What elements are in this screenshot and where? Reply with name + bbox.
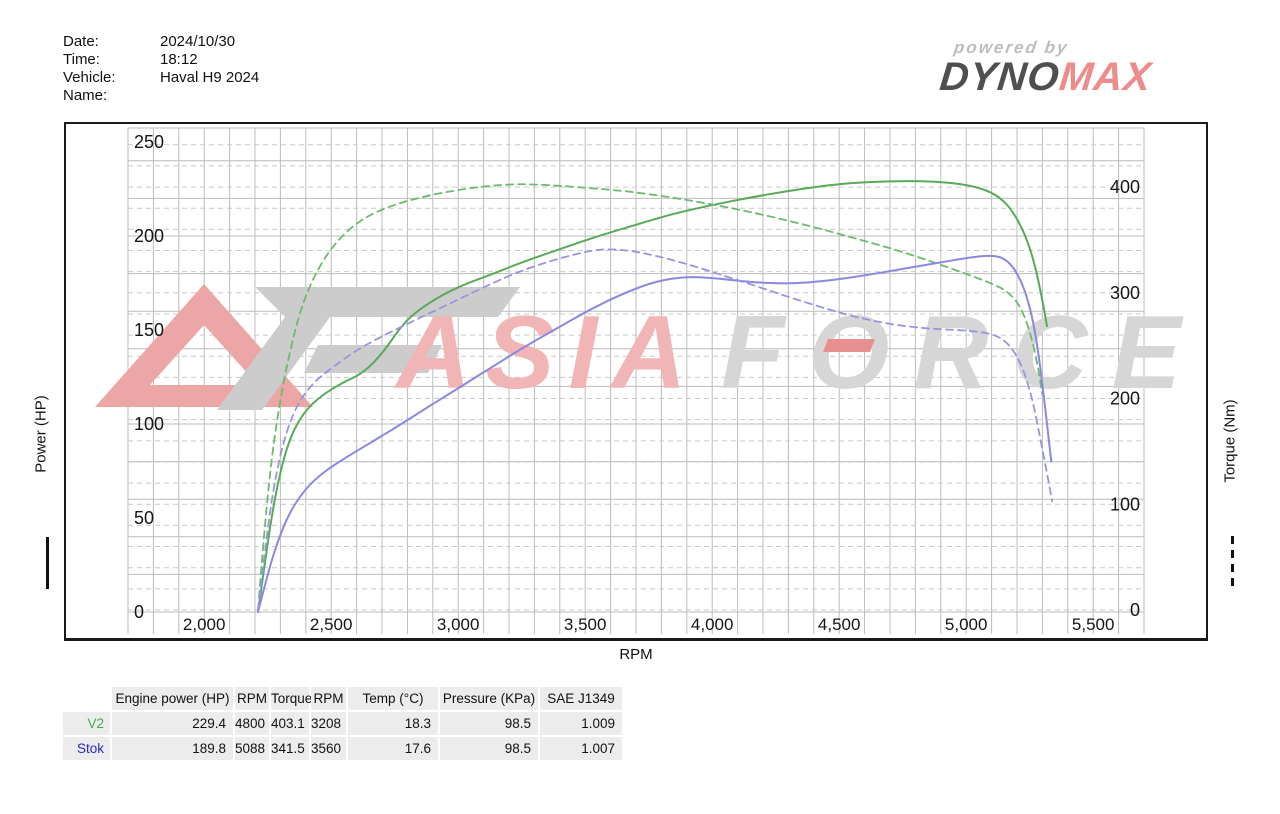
column-header: SAE J1349	[540, 687, 622, 710]
table-cell: 18.3	[348, 712, 438, 735]
tick-label: 3,500	[564, 615, 607, 634]
time-value: 18:12	[160, 51, 198, 68]
name-label: Name:	[63, 87, 108, 104]
table-cell: 229.4	[112, 712, 233, 735]
date-value: 2024/10/30	[160, 33, 236, 50]
column-header: RPM	[311, 687, 346, 710]
tick-label: 100	[1110, 494, 1140, 514]
tick-label: 5,500	[1072, 615, 1115, 634]
table-cell: 98.5	[440, 712, 538, 735]
brand-wordmark: DYNOMAX	[937, 55, 1212, 99]
tick-label: 300	[1110, 283, 1140, 303]
column-header: Pressure (KPa)	[440, 687, 538, 710]
tick-label: 200	[134, 226, 164, 246]
curve-stok-torque	[257, 248, 1053, 611]
right-axis-title: Torque (Nm)	[1221, 399, 1239, 483]
x-axis-title: RPM	[619, 646, 653, 663]
svg-text:FORCE: FORCE	[721, 295, 1205, 411]
brand-max: MAX	[1057, 55, 1154, 99]
column-header: Torque	[271, 687, 312, 710]
tick-label: 100	[134, 414, 164, 434]
table-cell: 5088	[235, 737, 269, 760]
tick-label: 150	[134, 320, 164, 340]
tick-label: 3,000	[437, 615, 480, 634]
vehicle-value: Haval H9 2024	[160, 69, 260, 86]
results-table: Engine power (HP) RPM Torque RPM Temp (°C) Pr…	[63, 687, 624, 762]
curve-v2-power	[257, 180, 1048, 613]
table-cell: 98.5	[440, 737, 538, 760]
dynomax-logo: powered by DYNOMAX	[937, 38, 1212, 99]
solid-line-axis-marker	[46, 537, 49, 589]
table-cell: 3560	[311, 737, 346, 760]
date-label: Date:	[63, 33, 99, 50]
chart-canvas: ASIA FORCE 0 50 100 150 200 250 0 100 200 300 400 2,0…	[95, 127, 1205, 634]
brand-dyno: DYNO	[937, 55, 1062, 99]
tick-label: 50	[134, 508, 154, 528]
tick-label: 2,000	[183, 615, 226, 634]
column-header	[63, 687, 110, 710]
tick-label: 4,500	[818, 615, 861, 634]
column-header: Temp (°C)	[348, 687, 438, 710]
curve-stok-power	[257, 254, 1053, 613]
table-cell: 17.6	[348, 737, 438, 760]
table-cell: 1.009	[540, 712, 622, 735]
dyno-chart: ASIA FORCE 0 50 100 150 200 250 0 100 200 300 400 2,0…	[64, 122, 1208, 641]
tick-label: 200	[1110, 389, 1140, 409]
table-cell: 3208	[311, 712, 346, 735]
column-header: Engine power (HP)	[112, 687, 233, 710]
vehicle-label: Vehicle:	[63, 69, 116, 86]
tick-label: 0	[134, 602, 144, 622]
tick-label: 4,000	[691, 615, 734, 634]
tick-label: 0	[1130, 600, 1140, 620]
column-header: RPM	[235, 687, 269, 710]
table-row-v2: V2 229.4 4800 403.1 3208 18.3 98.5 1.009	[63, 712, 624, 735]
tick-label: 2,500	[310, 615, 353, 634]
tick-label: 250	[134, 132, 164, 152]
row-label-stok: Stok	[63, 737, 110, 760]
tick-label: 400	[1110, 177, 1140, 197]
table-cell: 189.8	[112, 737, 233, 760]
table-cell: 403.1	[271, 712, 309, 735]
table-cell: 4800	[235, 712, 269, 735]
dashed-line-axis-marker	[1231, 536, 1234, 592]
table-cell: 1.007	[540, 737, 622, 760]
svg-text:ASIA: ASIA	[393, 295, 700, 411]
tick-label: 5,000	[945, 615, 988, 634]
table-header-row: Engine power (HP) RPM Torque RPM Temp (°C) Pr…	[63, 687, 624, 710]
row-label-v2: V2	[63, 712, 110, 735]
left-axis-title: Power (HP)	[32, 395, 50, 473]
run-info: Date: 2024/10/30 Time: 18:12 Vehicle: Haval…	[63, 33, 259, 105]
table-row-stok: Stok 189.8 5088 341.5 3560 17.6 98.5 1.007	[63, 737, 624, 760]
time-label: Time:	[63, 51, 100, 68]
asia-force-watermark: ASIA FORCE	[95, 284, 1205, 411]
table-cell: 341.5	[271, 737, 309, 760]
curve-v2-torque	[257, 183, 1044, 611]
